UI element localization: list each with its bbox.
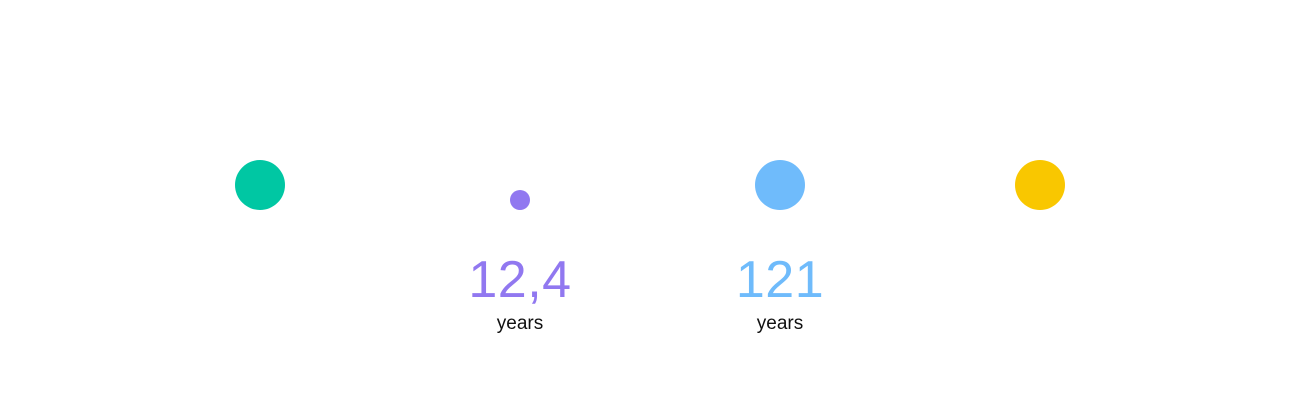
stat-item-yellow [910,0,1170,400]
blue-dot-marker [755,160,805,210]
green-dot-marker [235,160,285,210]
stat-value: 121 [735,251,825,309]
stat-item-green [130,0,390,400]
stat-unit-label: years [496,313,544,334]
yellow-dot-marker [1015,160,1065,210]
purple-dot-marker [510,190,530,210]
stat-item-purple: 12,4 years [390,0,650,400]
stat-value: 12,4 [468,251,572,309]
stat-unit-label: years [756,313,804,334]
stat-item-blue: 121 years [650,0,910,400]
